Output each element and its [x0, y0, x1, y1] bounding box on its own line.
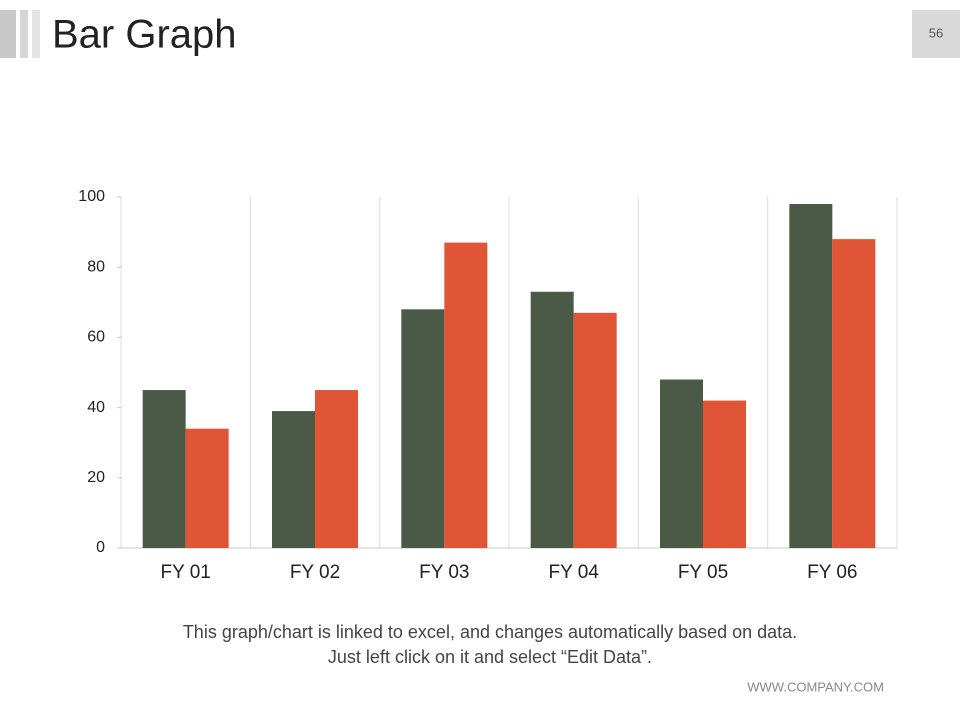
- x-tick-label: FY 04: [548, 562, 599, 583]
- decor-block: [0, 10, 16, 58]
- caption: Just left click on it and select “Edit D…: [328, 647, 652, 667]
- y-tick-label: 20: [87, 469, 105, 486]
- y-tick-label: 60: [87, 329, 105, 346]
- bar: [832, 239, 876, 548]
- x-tick-label: FY 03: [419, 562, 469, 583]
- y-tick-label: 100: [78, 188, 105, 205]
- y-tick-label: 0: [96, 539, 105, 556]
- page-number: 56: [929, 25, 943, 40]
- page-number-box: [912, 10, 960, 58]
- x-tick-label: FY 06: [807, 562, 857, 583]
- caption: This graph/chart is linked to excel, and…: [183, 622, 797, 642]
- slide-title: Bar Graph: [52, 13, 237, 57]
- decor-block: [32, 10, 40, 58]
- footer: WWW.COMPANY.COM: [747, 679, 884, 694]
- y-tick-label: 40: [87, 399, 105, 416]
- bar: [789, 204, 833, 548]
- bar: [272, 411, 315, 548]
- bar: [573, 312, 617, 548]
- x-tick-label: FY 01: [160, 562, 210, 583]
- y-tick-label: 80: [87, 258, 105, 275]
- bar: [315, 390, 358, 548]
- bar: [185, 428, 229, 548]
- x-tick-label: FY 02: [290, 562, 340, 583]
- bar: [142, 390, 186, 548]
- bar: [444, 242, 488, 548]
- decor-block: [20, 10, 28, 58]
- plot-area: 0 20 40 60 80 100 FY 01 FY 02 FY 03 FY 04 FY 05 FY …: [78, 188, 898, 583]
- bar: [660, 379, 703, 548]
- bar: [703, 400, 746, 548]
- bar: [530, 291, 574, 548]
- x-tick-label: FY 05: [678, 562, 728, 583]
- bar: [401, 309, 445, 548]
